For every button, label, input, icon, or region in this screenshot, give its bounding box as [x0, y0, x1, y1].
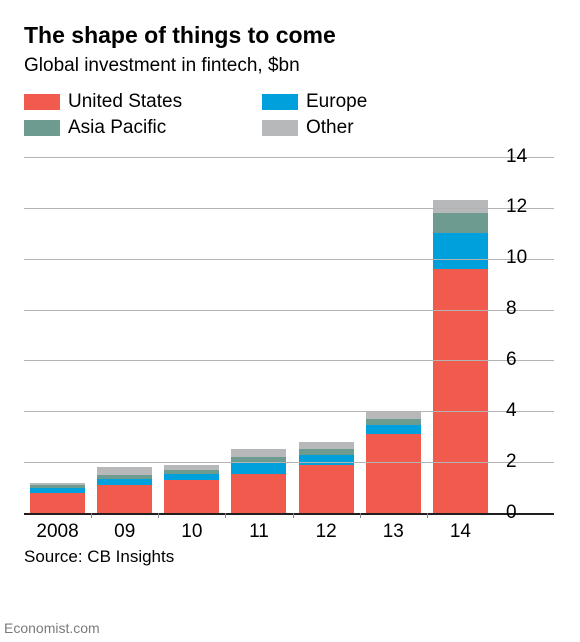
- y-tick-label: 14: [506, 146, 527, 168]
- bar-segment: [366, 425, 421, 434]
- bar-segment: [30, 493, 85, 513]
- bar-segment: [366, 411, 421, 419]
- y-tick-label: 12: [506, 196, 527, 218]
- y-tick-label: 0: [506, 502, 517, 524]
- bar: [433, 200, 488, 513]
- x-tick-label: 09: [114, 521, 135, 543]
- gridline: [24, 411, 554, 412]
- bar-segment: [231, 449, 286, 457]
- x-tick-mark: [293, 513, 294, 518]
- attribution-line: Economist.com: [4, 620, 100, 636]
- y-tick-label: 4: [506, 400, 517, 422]
- source-line: Source: CB Insights: [24, 547, 174, 567]
- bar-segment: [97, 485, 152, 513]
- y-tick-label: 2: [506, 451, 517, 473]
- bar-segment: [299, 442, 354, 450]
- bar: [231, 449, 286, 513]
- bar-segment: [433, 213, 488, 233]
- chart-subtitle: Global investment in fintech, $bn: [24, 55, 556, 77]
- bar: [299, 442, 354, 513]
- bar-segment: [299, 465, 354, 513]
- x-tick-mark: [427, 513, 428, 518]
- gridline: [24, 157, 554, 158]
- legend-swatch: [262, 94, 298, 110]
- legend-label: Europe: [306, 91, 367, 113]
- legend-item: Asia Pacific: [24, 117, 244, 139]
- legend-label: United States: [68, 91, 182, 113]
- y-tick-label: 10: [506, 247, 527, 269]
- legend-item: Other: [262, 117, 422, 139]
- x-tick-label: 11: [249, 521, 269, 543]
- bar: [30, 483, 85, 513]
- bar-segment: [231, 474, 286, 513]
- bar-segment: [231, 462, 286, 473]
- bars-container: [24, 157, 494, 513]
- bar-segment: [366, 434, 421, 513]
- gridline: [24, 513, 554, 515]
- x-tick-label: 12: [316, 521, 337, 543]
- gridline: [24, 462, 554, 463]
- bar: [97, 467, 152, 513]
- legend: United States Europe Asia Pacific Other: [24, 91, 556, 143]
- bar-segment: [299, 455, 354, 465]
- bar-segment: [433, 233, 488, 269]
- bar-segment: [164, 480, 219, 513]
- bar-segment: [433, 200, 488, 213]
- x-tick-mark: [225, 513, 226, 518]
- x-tick-mark: [360, 513, 361, 518]
- gridline: [24, 259, 554, 260]
- chart-area: 024681012142008091011121314: [24, 157, 554, 513]
- x-tick-label: 13: [383, 521, 404, 543]
- chart-title: The shape of things to come: [24, 22, 556, 49]
- legend-swatch: [262, 120, 298, 136]
- gridline: [24, 208, 554, 209]
- bar: [164, 465, 219, 513]
- y-tick-label: 8: [506, 298, 517, 320]
- legend-label: Other: [306, 117, 354, 139]
- legend-item: United States: [24, 91, 244, 113]
- chart-page: The shape of things to come Global inves…: [0, 0, 580, 642]
- bar-segment: [97, 467, 152, 475]
- legend-label: Asia Pacific: [68, 117, 166, 139]
- x-tick-label: 2008: [36, 521, 78, 543]
- x-tick-mark: [91, 513, 92, 518]
- x-tick-label: 14: [450, 521, 471, 543]
- gridline: [24, 360, 554, 361]
- y-tick-label: 6: [506, 349, 517, 371]
- bar-segment: [433, 269, 488, 513]
- legend-swatch: [24, 120, 60, 136]
- legend-item: Europe: [262, 91, 422, 113]
- x-tick-label: 10: [181, 521, 202, 543]
- legend-swatch: [24, 94, 60, 110]
- x-tick-mark: [158, 513, 159, 518]
- gridline: [24, 310, 554, 311]
